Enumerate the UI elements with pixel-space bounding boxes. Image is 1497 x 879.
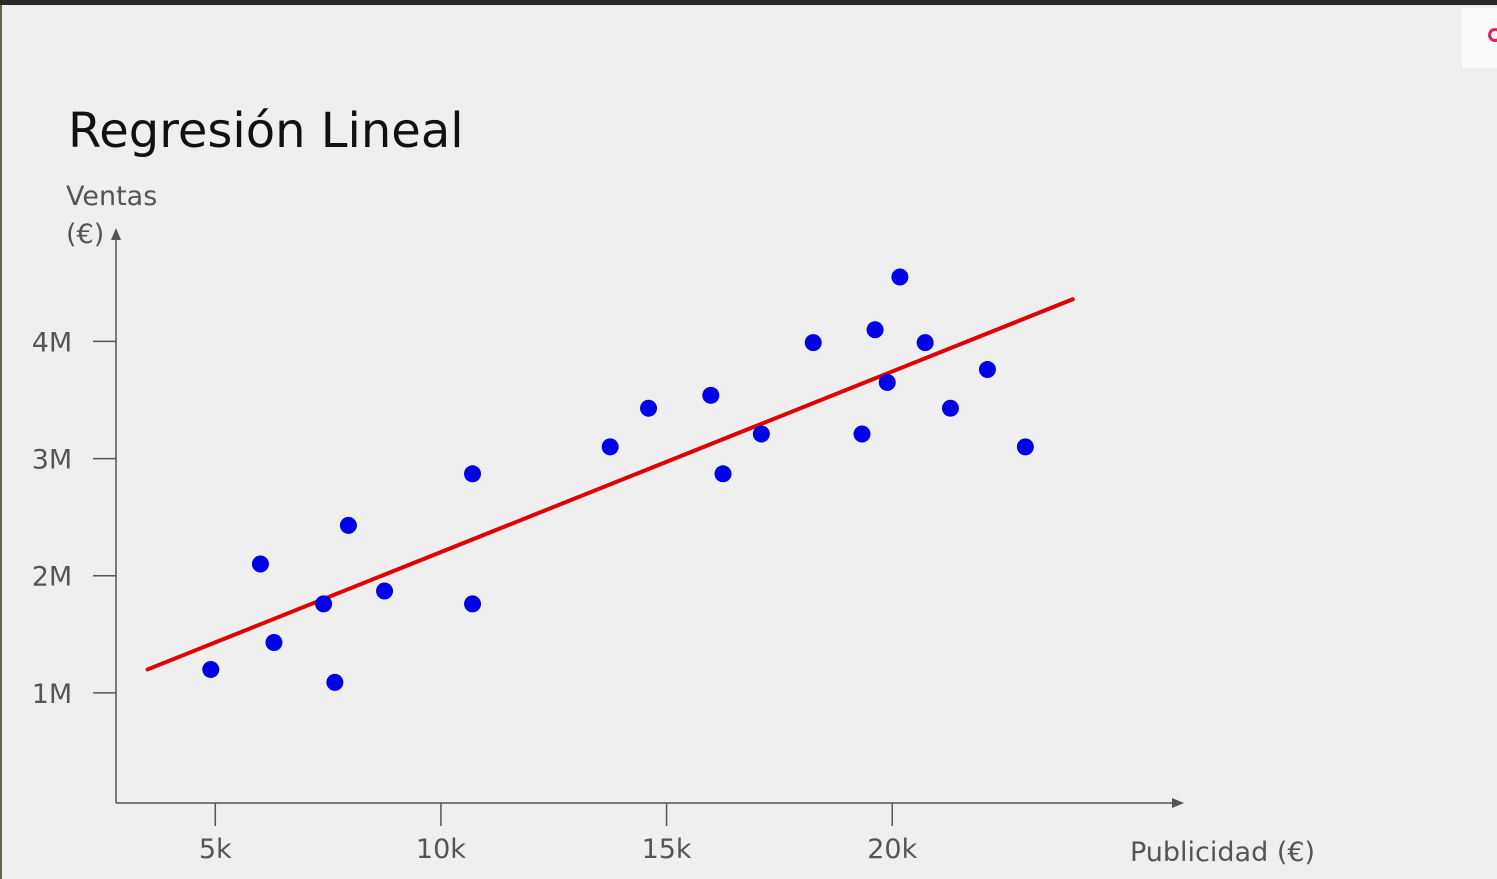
data-point <box>326 673 344 691</box>
x-tick-label: 5k <box>199 834 232 865</box>
data-point <box>1016 438 1034 456</box>
y-axis-label-unit: (€) <box>66 219 104 250</box>
y-tick-label: 1M <box>32 679 72 710</box>
x-tick-label: 10k <box>416 834 466 865</box>
data-point <box>891 268 909 286</box>
data-point <box>601 438 619 456</box>
data-point <box>941 399 959 417</box>
data-point <box>853 425 871 443</box>
data-point <box>752 425 770 443</box>
regression-line <box>145 297 1075 672</box>
data-point <box>464 465 482 483</box>
data-point <box>251 555 269 573</box>
data-point <box>315 595 333 613</box>
data-point <box>978 361 996 379</box>
x-axis-arrow <box>1172 798 1184 808</box>
data-point <box>464 595 482 613</box>
data-point <box>339 516 357 534</box>
data-point <box>878 373 896 391</box>
y-axis-arrow <box>111 228 121 240</box>
data-point <box>866 321 884 339</box>
data-point <box>804 334 822 352</box>
data-point <box>916 334 934 352</box>
y-tick-label: 3M <box>32 445 72 476</box>
slide-title: Regresión Lineal <box>68 103 464 159</box>
data-point <box>376 582 394 600</box>
x-tick-label: 15k <box>642 834 692 865</box>
data-point <box>265 634 283 652</box>
data-point <box>714 465 732 483</box>
y-tick-label: 4M <box>32 327 72 358</box>
data-point <box>640 399 658 417</box>
y-tick-label: 2M <box>32 562 72 593</box>
data-point <box>702 386 720 404</box>
y-axis-label: Ventas <box>66 181 157 212</box>
x-axis-label: Publicidad (€) <box>1130 837 1315 868</box>
left-border <box>0 5 2 879</box>
corner-widget[interactable] <box>1462 8 1497 68</box>
ring-icon[interactable] <box>1488 28 1497 42</box>
data-point <box>202 660 220 678</box>
top-border <box>0 0 1497 5</box>
x-tick-label: 20k <box>867 834 917 865</box>
